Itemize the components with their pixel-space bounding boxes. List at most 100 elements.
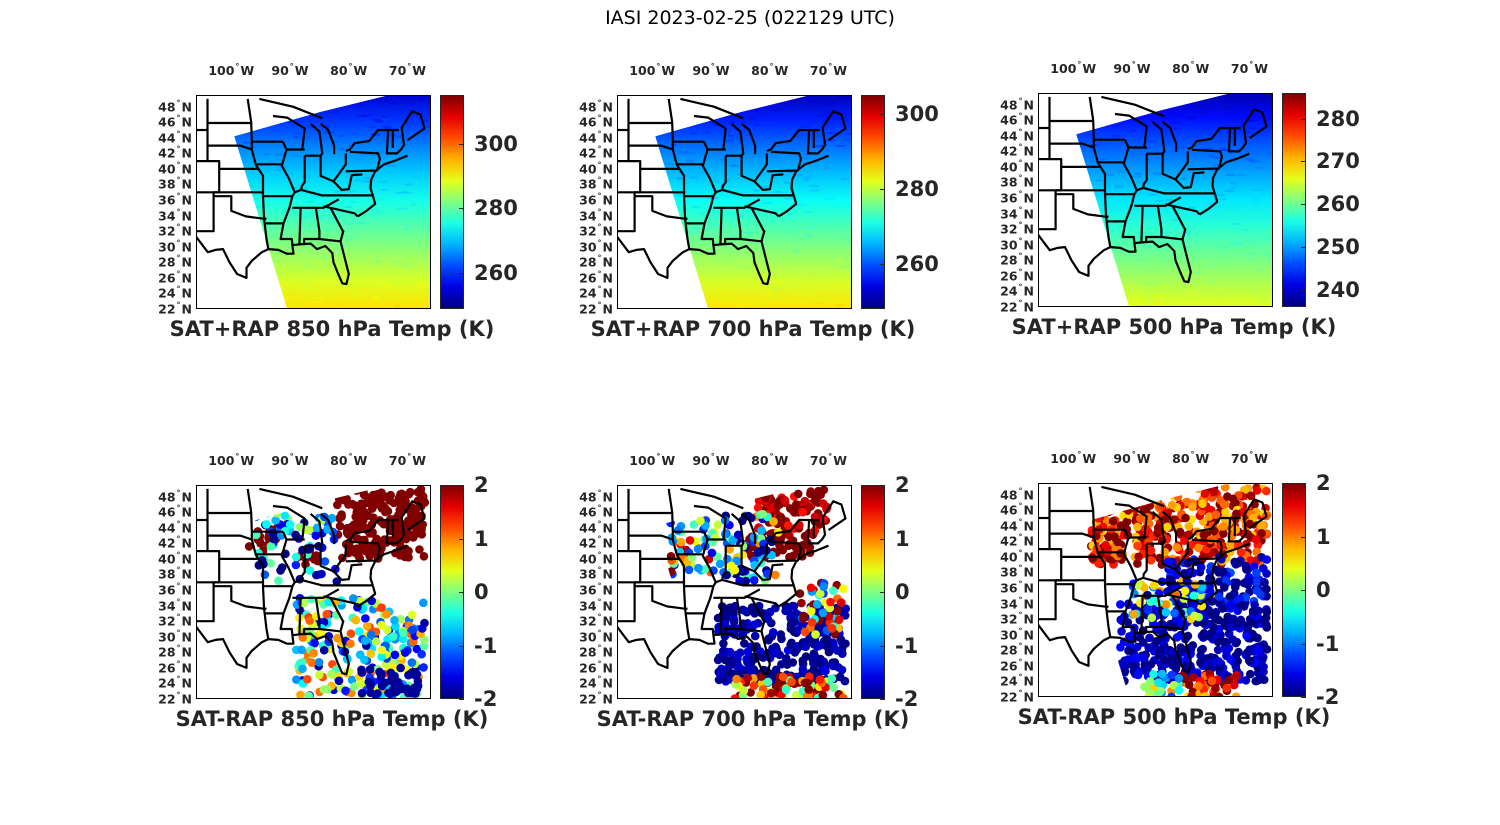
boundary-line (272, 114, 306, 150)
difference-point (1251, 535, 1261, 544)
swath-texture-mark (349, 291, 361, 294)
tick-hemisphere: N (602, 130, 613, 146)
swath-texture-mark (301, 225, 309, 229)
difference-point (1116, 521, 1126, 530)
swath-texture-mark (796, 238, 807, 241)
tick-value: 32 (579, 613, 597, 629)
tick-hemisphere: N (181, 192, 192, 208)
map-axes (196, 95, 431, 309)
difference-point (377, 488, 386, 497)
boundary-line (304, 543, 347, 573)
longitude-tick-label: 70°W (389, 452, 426, 468)
tick-hemisphere: N (1023, 128, 1034, 144)
difference-point (786, 620, 796, 630)
swath-texture-mark (403, 220, 412, 223)
swath-texture-mark (1244, 175, 1257, 178)
difference-point (829, 641, 838, 650)
difference-point (1134, 552, 1143, 562)
tick-value: 70 (1230, 451, 1249, 466)
boundary-line (634, 195, 685, 220)
swath-texture-mark (831, 189, 839, 193)
swath-texture-mark (396, 207, 408, 210)
latitude-tick-label: 34°N (158, 207, 192, 223)
latitude-tick-label: 46°N (1000, 112, 1034, 128)
swath-texture-mark (752, 303, 760, 306)
difference-point (297, 658, 307, 667)
swath-texture-mark (1211, 264, 1218, 268)
boundary-line (1211, 542, 1250, 584)
tick-hemisphere: N (602, 598, 613, 614)
swath-texture-mark (712, 210, 721, 213)
swath-texture-mark (426, 199, 431, 203)
swath-texture-mark (289, 154, 301, 157)
swath-texture-mark (1262, 235, 1271, 238)
tick-hemisphere: N (602, 176, 613, 192)
map-panel: 100°W 90°W 80°W 70°W 48°N 46°N 44°N 42°N 40°N 38°… (122, 445, 542, 745)
swath-texture-mark (1199, 111, 1208, 114)
swath-texture-mark (1233, 218, 1243, 222)
swath-texture-mark (401, 190, 409, 194)
difference-point (404, 688, 413, 698)
swath-texture-mark (1263, 98, 1273, 101)
panel-title: SAT+RAP 850 hPa Temp (K) (169, 317, 495, 341)
tick-value: 44 (579, 520, 597, 536)
degree-symbol: ° (1018, 158, 1023, 168)
swath-texture-mark (1133, 172, 1143, 175)
swath-texture-mark (1145, 269, 1157, 273)
swath-texture-mark (801, 98, 812, 101)
difference-point (822, 502, 832, 512)
swath-texture-mark (1255, 267, 1267, 271)
swath-texture-mark (426, 224, 431, 228)
swath-texture-mark (1251, 209, 1258, 212)
boundary-line (294, 155, 306, 194)
swath-texture-mark (693, 205, 704, 208)
difference-point (320, 557, 330, 566)
swath-texture-mark (808, 184, 820, 188)
swath-texture-mark (809, 189, 821, 192)
swath-texture-mark (272, 129, 280, 133)
difference-point (792, 690, 801, 699)
difference-point (777, 634, 786, 644)
difference-point (778, 545, 788, 555)
swath-texture-mark (400, 172, 411, 175)
swath-texture-mark (1162, 259, 1170, 263)
swath-texture-mark (377, 180, 389, 183)
tick-hemisphere: N (602, 629, 613, 645)
difference-point (309, 648, 318, 658)
colorbar-tick-label: -1 (474, 633, 498, 658)
degree-symbol: ° (176, 98, 181, 108)
tick-hemisphere: N (1023, 190, 1034, 206)
boundary-line (1161, 235, 1183, 241)
difference-point (280, 511, 290, 520)
difference-point (1154, 525, 1164, 534)
swath-texture-mark (399, 201, 410, 205)
swath-texture-mark (1250, 122, 1258, 126)
difference-point (739, 686, 749, 695)
swath-texture-mark (834, 304, 846, 307)
difference-point (319, 645, 329, 655)
difference-point (1221, 576, 1231, 586)
degree-symbol: ° (176, 597, 181, 607)
difference-point (1190, 611, 1199, 621)
swath-texture-mark (835, 127, 843, 131)
longitude-tick-label: 90°W (1113, 60, 1150, 76)
swath-mask (1038, 93, 1273, 307)
difference-point (1105, 554, 1115, 564)
difference-point (1233, 618, 1242, 628)
colorbar-tick-mark (459, 485, 464, 486)
swath-texture-mark (1246, 280, 1257, 283)
degree-symbol: ° (348, 452, 353, 461)
tick-hemisphere: N (1023, 97, 1034, 113)
difference-point (1147, 613, 1157, 622)
tick-value: 80 (330, 453, 348, 468)
tick-hemisphere: N (602, 535, 613, 551)
tick-value: 40 (1000, 159, 1018, 175)
difference-point (837, 665, 847, 675)
swath-texture-mark (1133, 290, 1145, 293)
swath-texture-mark (364, 120, 372, 124)
tick-hemisphere: N (1023, 299, 1034, 315)
swath-mask (196, 485, 431, 699)
boundary-line (1114, 112, 1148, 148)
swath-texture-mark (1252, 197, 1260, 201)
map-frame (617, 95, 852, 309)
